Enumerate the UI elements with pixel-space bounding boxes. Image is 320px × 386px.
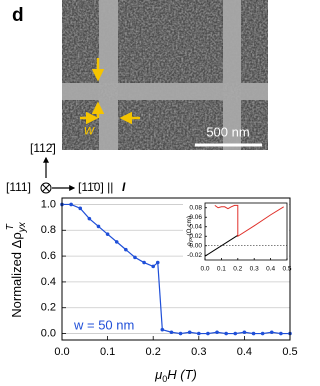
scale-bar-label: 500 nm xyxy=(206,124,249,139)
data-point xyxy=(142,261,146,265)
x-tick-label: 0.0 xyxy=(200,266,209,273)
data-point xyxy=(88,217,92,221)
y-tick-label: 0.6 xyxy=(41,250,56,262)
dir-current: I xyxy=(122,180,126,194)
y-axis-label: Normalized ΔρyxT xyxy=(5,221,28,317)
y-label-sub: yx xyxy=(17,221,28,233)
data-point xyxy=(270,330,274,334)
panel-label: d xyxy=(12,5,24,26)
x-tick-label: 0.5 xyxy=(282,346,297,358)
sem-image: w 500 nm xyxy=(62,0,268,150)
data-point xyxy=(69,203,73,207)
y-label-main: Normalized Δρ xyxy=(9,232,24,317)
x-tick-label: 0.4 xyxy=(237,346,252,358)
data-point xyxy=(197,332,201,336)
dir-normal: [111] xyxy=(6,180,31,194)
x-tick-label: 0.4 xyxy=(266,266,275,273)
x-label-rest: H (T) xyxy=(167,367,197,382)
y-tick-label: 0.8 xyxy=(41,224,56,236)
data-point xyxy=(224,332,228,336)
y-label-sup: T xyxy=(5,223,16,230)
data-point xyxy=(279,332,283,336)
data-point xyxy=(233,332,237,336)
data-point xyxy=(261,332,265,336)
data-point xyxy=(124,248,128,252)
dir-up: [112̄] xyxy=(30,141,56,155)
y-tick-label: 1.0 xyxy=(41,198,56,210)
data-point xyxy=(252,332,256,336)
data-point xyxy=(78,207,82,211)
x-tick-label: 0.0 xyxy=(54,346,69,358)
width-label: w xyxy=(84,122,95,138)
x-tick-label: 0.1 xyxy=(100,346,115,358)
data-point xyxy=(179,332,183,336)
figure: w 500 nm [112̄] [111] [11̄0] || I 0.0 0.2… xyxy=(0,0,303,386)
x-tick-label: 0.3 xyxy=(250,266,259,273)
data-point xyxy=(243,330,247,334)
data-point xyxy=(161,328,165,332)
dir-right: [11̄0] || xyxy=(78,180,113,194)
y-tick-label: 0.0 xyxy=(41,327,56,339)
x-tick-label: 0.1 xyxy=(217,266,226,273)
data-point xyxy=(156,261,160,265)
y-tick-label: 0.2 xyxy=(41,302,56,314)
x-axis-label: μ0H (T) xyxy=(154,367,197,384)
data-point xyxy=(97,225,101,229)
x-tick-label: 0.2 xyxy=(233,266,242,273)
data-point xyxy=(133,256,137,260)
y-tick-label: 0.4 xyxy=(41,276,56,288)
inset-y-rest: (Ω cm) xyxy=(186,216,193,237)
data-point xyxy=(215,330,219,334)
data-point xyxy=(151,265,155,269)
x-tick-label: 0.2 xyxy=(146,346,161,358)
x-tick-label: 0.3 xyxy=(191,346,206,358)
x-tick-label: 0.5 xyxy=(282,266,291,273)
data-point xyxy=(106,232,110,236)
y-tick-label: 0.08 xyxy=(189,204,202,211)
data-point xyxy=(115,240,119,244)
data-point xyxy=(170,330,174,334)
x-label-mu: μ xyxy=(154,367,162,382)
data-point xyxy=(206,332,210,336)
y-tick-label: -0.02 xyxy=(187,252,202,259)
data-point xyxy=(188,330,192,334)
annotation: w = 50 nm xyxy=(73,317,134,332)
